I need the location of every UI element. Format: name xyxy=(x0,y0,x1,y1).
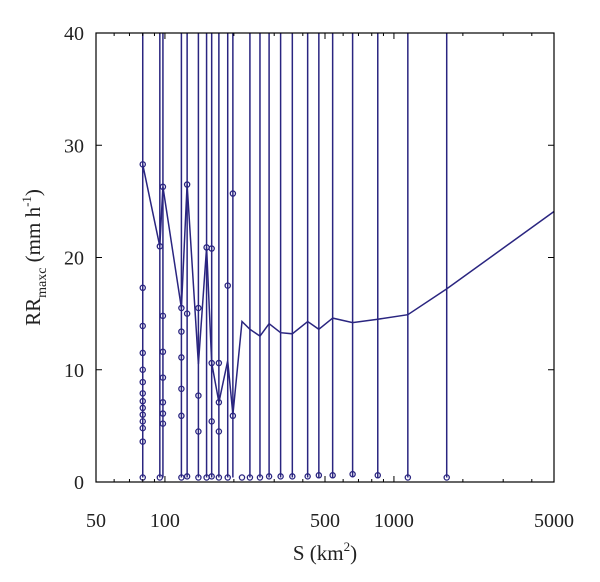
x-axis-title: S (km2) xyxy=(293,539,357,565)
x-tick-label: 50 xyxy=(86,510,106,532)
data-point xyxy=(178,354,185,361)
data-point xyxy=(178,304,185,312)
data-point xyxy=(208,473,215,480)
data-point xyxy=(374,472,382,479)
data-point xyxy=(183,473,191,480)
data-point xyxy=(139,424,146,432)
data-point xyxy=(183,310,191,317)
data-point xyxy=(139,390,146,397)
data-point xyxy=(178,385,185,393)
data-point xyxy=(159,410,167,417)
y-tick-label: 30 xyxy=(64,135,84,157)
data-point xyxy=(139,411,146,418)
data-point xyxy=(139,438,146,445)
data-point xyxy=(178,412,185,420)
y-tick-label: 0 xyxy=(74,472,84,494)
data-point xyxy=(277,473,284,480)
axis-ticks: 50 100 500 1000 5000 0 10 20 30 40 xyxy=(64,23,574,532)
x-tick-label: 1000 xyxy=(374,510,414,532)
y-axis-title-text: RR xyxy=(21,298,45,326)
data-point xyxy=(195,474,202,481)
data-point xyxy=(178,328,185,335)
y-axis-title-unit-sup: -1 xyxy=(19,196,34,207)
data-point xyxy=(289,473,296,480)
data-point xyxy=(159,183,167,191)
data-point xyxy=(349,470,356,478)
data-point xyxy=(256,474,264,481)
x-axis-title-text: S (km xyxy=(293,541,344,565)
data-point xyxy=(195,392,202,399)
data-point xyxy=(139,378,146,386)
data-point xyxy=(208,418,215,425)
data-point xyxy=(224,474,231,481)
x-axis-title-end: ) xyxy=(350,541,357,565)
data-point xyxy=(215,428,223,435)
data-point xyxy=(139,418,146,425)
y-axis-title-sub: maxc xyxy=(35,268,50,298)
plot-area xyxy=(139,33,555,481)
y-tick-label: 20 xyxy=(64,248,84,270)
data-point xyxy=(215,474,223,481)
data-point xyxy=(139,397,146,405)
x-axis-title-sup: 2 xyxy=(344,539,351,554)
data-point xyxy=(404,474,412,481)
x-tick-label: 100 xyxy=(150,510,180,532)
data-point xyxy=(304,473,311,480)
data-point xyxy=(246,474,254,481)
data-point xyxy=(229,190,237,197)
data-point xyxy=(178,474,185,481)
y-axis-title-end: ) xyxy=(21,189,45,196)
y-tick-label: 40 xyxy=(64,23,84,45)
data-point xyxy=(159,348,167,356)
data-point xyxy=(139,161,146,168)
data-point xyxy=(156,474,164,481)
data-point xyxy=(238,474,246,481)
data-point xyxy=(139,349,146,357)
data-point xyxy=(229,412,237,420)
data-point xyxy=(139,404,146,412)
data-point xyxy=(156,243,164,250)
data-point xyxy=(159,374,167,381)
series-line xyxy=(141,164,555,415)
data-point xyxy=(224,282,231,289)
data-point xyxy=(315,472,323,479)
data-point xyxy=(329,472,336,479)
data-point xyxy=(183,181,191,188)
data-point xyxy=(265,473,273,480)
data-point xyxy=(159,399,167,406)
data-point xyxy=(195,428,202,435)
data-point xyxy=(139,284,146,292)
y-tick-label: 10 xyxy=(64,360,84,382)
data-point xyxy=(139,366,146,373)
x-tick-label: 5000 xyxy=(534,510,574,532)
y-axis-title-unit: (mm h xyxy=(21,206,45,267)
data-point xyxy=(159,420,167,427)
data-point xyxy=(443,474,450,481)
data-point xyxy=(159,312,167,320)
y-axis-title: RRmaxc (mm h-1) xyxy=(19,189,50,326)
data-point xyxy=(139,322,146,330)
data-point xyxy=(215,399,223,406)
data-point xyxy=(208,359,215,367)
data-point xyxy=(215,359,223,367)
x-tick-label: 500 xyxy=(310,510,340,532)
data-point xyxy=(195,304,202,312)
data-point xyxy=(208,245,215,252)
